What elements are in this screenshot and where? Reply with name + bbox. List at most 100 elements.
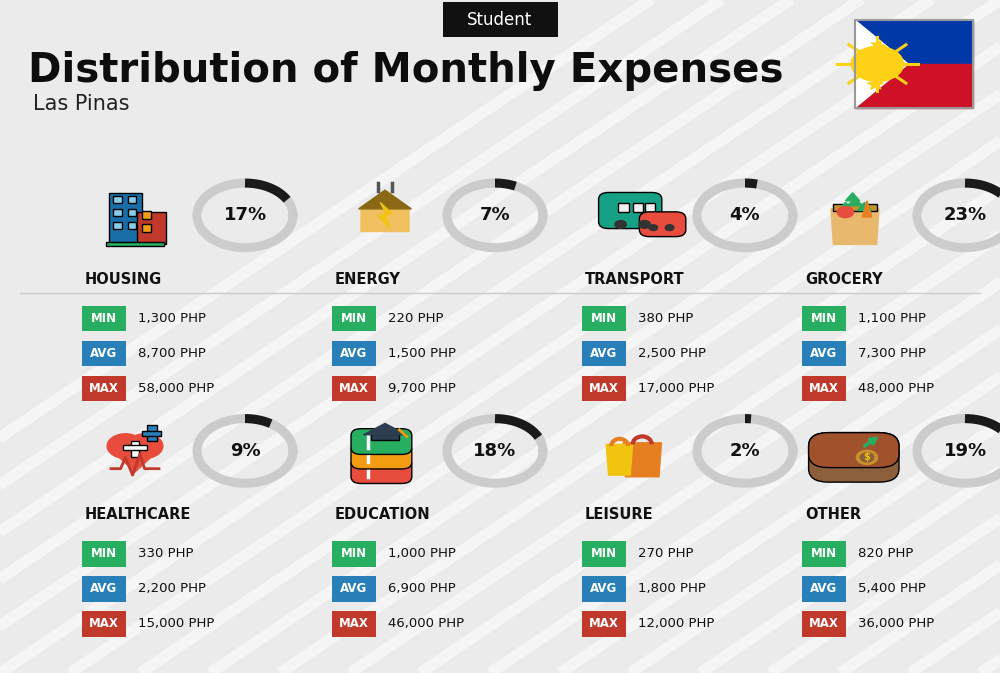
FancyBboxPatch shape <box>645 203 655 212</box>
FancyBboxPatch shape <box>113 209 122 216</box>
FancyBboxPatch shape <box>371 434 399 439</box>
FancyBboxPatch shape <box>802 306 846 331</box>
Text: 330 PHP: 330 PHP <box>138 547 194 561</box>
Text: AVG: AVG <box>810 582 838 596</box>
FancyBboxPatch shape <box>582 306 626 331</box>
FancyBboxPatch shape <box>147 425 157 441</box>
Text: 1,300 PHP: 1,300 PHP <box>138 312 206 325</box>
Text: 58,000 PHP: 58,000 PHP <box>138 382 214 395</box>
Text: MIN: MIN <box>91 547 117 561</box>
FancyBboxPatch shape <box>109 192 142 244</box>
FancyBboxPatch shape <box>351 429 412 454</box>
Text: 220 PHP: 220 PHP <box>388 312 444 325</box>
FancyBboxPatch shape <box>142 431 161 436</box>
Text: MAX: MAX <box>589 382 619 395</box>
Circle shape <box>126 434 163 458</box>
Text: 380 PHP: 380 PHP <box>638 312 693 325</box>
Text: MIN: MIN <box>591 547 617 561</box>
Polygon shape <box>845 192 860 201</box>
FancyBboxPatch shape <box>332 541 376 567</box>
Text: Student: Student <box>467 11 533 28</box>
Text: 15,000 PHP: 15,000 PHP <box>138 617 214 631</box>
Text: 9,700 PHP: 9,700 PHP <box>388 382 456 395</box>
Text: AVG: AVG <box>340 582 368 596</box>
FancyBboxPatch shape <box>137 212 166 244</box>
Polygon shape <box>867 79 883 90</box>
Text: 12,000 PHP: 12,000 PHP <box>638 617 714 631</box>
Polygon shape <box>606 444 633 475</box>
Circle shape <box>649 225 658 231</box>
Text: 270 PHP: 270 PHP <box>638 547 694 561</box>
Text: MIN: MIN <box>591 312 617 325</box>
FancyBboxPatch shape <box>82 576 126 602</box>
Polygon shape <box>862 201 872 217</box>
Polygon shape <box>855 20 973 64</box>
FancyBboxPatch shape <box>351 458 412 483</box>
Text: 1,100 PHP: 1,100 PHP <box>858 312 926 325</box>
Text: HOUSING: HOUSING <box>85 272 162 287</box>
Text: 17%: 17% <box>223 207 267 224</box>
FancyBboxPatch shape <box>82 376 126 401</box>
Polygon shape <box>855 64 973 108</box>
Text: MIN: MIN <box>811 312 837 325</box>
FancyBboxPatch shape <box>618 203 629 212</box>
Text: AVG: AVG <box>590 347 618 360</box>
Circle shape <box>837 207 854 217</box>
Text: MIN: MIN <box>811 547 837 561</box>
FancyBboxPatch shape <box>802 541 846 567</box>
Circle shape <box>860 453 874 462</box>
Text: OTHER: OTHER <box>805 507 861 522</box>
Polygon shape <box>838 203 853 211</box>
FancyBboxPatch shape <box>332 576 376 602</box>
Polygon shape <box>831 209 879 244</box>
FancyBboxPatch shape <box>639 212 686 237</box>
Text: AVG: AVG <box>340 347 368 360</box>
FancyBboxPatch shape <box>802 376 846 401</box>
Polygon shape <box>857 203 872 211</box>
FancyBboxPatch shape <box>802 576 846 602</box>
Polygon shape <box>359 190 411 209</box>
FancyBboxPatch shape <box>599 192 662 229</box>
Text: 46,000 PHP: 46,000 PHP <box>388 617 464 631</box>
FancyBboxPatch shape <box>113 196 122 203</box>
FancyBboxPatch shape <box>351 444 412 469</box>
Text: 18%: 18% <box>473 442 517 460</box>
Text: 2%: 2% <box>730 442 760 460</box>
FancyBboxPatch shape <box>82 611 126 637</box>
FancyBboxPatch shape <box>82 341 126 366</box>
Text: 4%: 4% <box>730 207 760 224</box>
FancyBboxPatch shape <box>123 445 147 450</box>
Text: MAX: MAX <box>809 382 839 395</box>
FancyBboxPatch shape <box>113 222 122 229</box>
Text: 5,400 PHP: 5,400 PHP <box>858 582 926 596</box>
Text: 36,000 PHP: 36,000 PHP <box>858 617 934 631</box>
Text: Las Pinas: Las Pinas <box>33 94 130 114</box>
Text: 6,900 PHP: 6,900 PHP <box>388 582 456 596</box>
Text: 7,300 PHP: 7,300 PHP <box>858 347 926 360</box>
Text: MAX: MAX <box>809 617 839 631</box>
Text: LEISURE: LEISURE <box>585 507 654 522</box>
FancyBboxPatch shape <box>582 341 626 366</box>
Text: 2,500 PHP: 2,500 PHP <box>638 347 706 360</box>
Text: 7%: 7% <box>480 207 510 224</box>
FancyBboxPatch shape <box>332 611 376 637</box>
Text: 8,700 PHP: 8,700 PHP <box>138 347 206 360</box>
FancyBboxPatch shape <box>332 306 376 331</box>
Text: 1,500 PHP: 1,500 PHP <box>388 347 456 360</box>
Polygon shape <box>363 423 407 435</box>
FancyBboxPatch shape <box>131 441 139 458</box>
FancyBboxPatch shape <box>442 2 558 37</box>
FancyBboxPatch shape <box>802 341 846 366</box>
Polygon shape <box>871 40 887 51</box>
Text: HEALTHCARE: HEALTHCARE <box>85 507 191 522</box>
Text: MAX: MAX <box>89 382 119 395</box>
Text: AVG: AVG <box>590 582 618 596</box>
Polygon shape <box>855 20 908 108</box>
Text: 1,800 PHP: 1,800 PHP <box>638 582 706 596</box>
Polygon shape <box>109 448 161 472</box>
Circle shape <box>856 450 878 464</box>
FancyBboxPatch shape <box>142 224 151 232</box>
Text: 19%: 19% <box>943 442 987 460</box>
Text: AVG: AVG <box>90 347 118 360</box>
Text: 23%: 23% <box>943 207 987 224</box>
